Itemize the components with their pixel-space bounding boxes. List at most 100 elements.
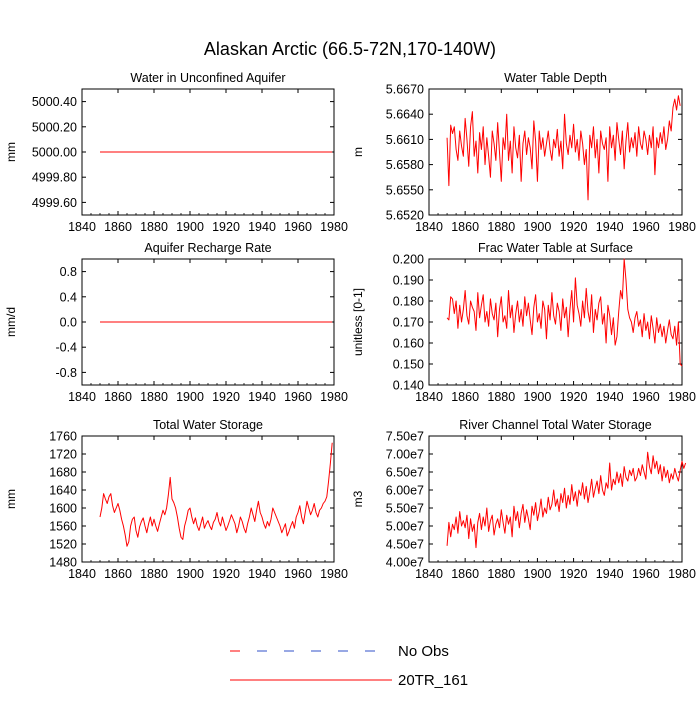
panel-title: Water Table Depth: [504, 71, 607, 85]
plot-frame: [81, 435, 335, 563]
x-tick-label: 1960: [284, 220, 312, 234]
panel-1: Water in Unconfined Aquifer mm 1840 1860 188…: [4, 71, 348, 234]
x-tick-label: 1860: [451, 220, 479, 234]
x-tick-label: 1900: [524, 390, 552, 404]
y-tick-label: 1640: [49, 484, 77, 498]
x-tick-label: 1840: [68, 567, 96, 581]
y-tick-label: 5000.20: [32, 120, 77, 134]
series-line: [446, 95, 681, 201]
x-tick-label: 1880: [487, 567, 515, 581]
panel-title: Aquifer Recharge Rate: [144, 241, 271, 255]
plot-frame: [428, 88, 683, 216]
x-tick-label: 1880: [140, 220, 168, 234]
x-tick-label: 1880: [487, 220, 515, 234]
y-tick-label: -0.4: [55, 341, 77, 355]
y-axis-label: m3: [351, 490, 365, 507]
y-tick-label: 5.00e7: [386, 520, 424, 534]
y-tick-label: 6.50e7: [386, 466, 424, 480]
panel-title: Water in Unconfined Aquifer: [130, 71, 285, 85]
x-tick-label: 1920: [212, 220, 240, 234]
panel-3: Aquifer Recharge Rate mm/d 1840 1860 1880 190…: [4, 241, 348, 404]
x-tick-label: 1900: [176, 567, 204, 581]
y-tick-label: 0.170: [393, 316, 424, 330]
y-tick-label: 0.190: [393, 274, 424, 288]
x-tick-label: 1940: [596, 567, 624, 581]
x-tick-label: 1900: [524, 567, 552, 581]
y-tick-label: 0.0: [60, 316, 77, 330]
x-tick-label: 1980: [668, 220, 696, 234]
y-axis-label: mm/d: [4, 307, 18, 337]
y-tick-label: 1480: [49, 556, 77, 570]
y-tick-label: 1520: [49, 538, 77, 552]
y-tick-label: 5.6610: [386, 133, 424, 147]
panel-title: Frac Water Table at Surface: [478, 241, 633, 255]
y-tick-label: 5.50e7: [386, 502, 424, 516]
y-tick-label: 0.180: [393, 295, 424, 309]
y-tick-label: -0.8: [55, 366, 77, 380]
y-tick-label: 0.150: [393, 358, 424, 372]
x-tick-label: 1860: [451, 567, 479, 581]
x-tick-label: 1860: [451, 390, 479, 404]
x-tick-label: 1920: [212, 390, 240, 404]
x-tick-label: 1940: [248, 390, 276, 404]
x-tick-label: 1900: [176, 220, 204, 234]
x-tick-label: 1840: [415, 567, 443, 581]
y-axis-label: mm: [4, 489, 18, 509]
x-tick-label: 1920: [560, 220, 588, 234]
x-tick-label: 1980: [320, 390, 348, 404]
y-tick-label: 1680: [49, 466, 77, 480]
x-tick-label: 1860: [104, 390, 132, 404]
x-tick-label: 1960: [632, 567, 660, 581]
y-tick-label: 5000.40: [32, 95, 77, 109]
x-tick-label: 1860: [104, 220, 132, 234]
y-axis-label: m: [351, 147, 365, 157]
y-tick-label: 4999.60: [32, 196, 77, 210]
plot-frame: [81, 88, 335, 216]
x-tick-label: 1900: [176, 390, 204, 404]
y-tick-label: 5.6670: [386, 83, 424, 97]
panel-title: Total Water Storage: [153, 418, 263, 432]
legend-label-20tr-161: 20TR_161: [398, 672, 468, 689]
panel-2: Water Table Depth m 1840 1860 1880 1900 1920 19…: [351, 71, 696, 234]
y-tick-label: 5000.00: [32, 146, 77, 160]
y-tick-label: 4999.80: [32, 171, 77, 185]
x-tick-label: 1940: [248, 567, 276, 581]
figure-title: Alaskan Arctic (66.5-72N,170-140W): [204, 39, 496, 59]
x-tick-label: 1880: [487, 390, 515, 404]
y-tick-label: 0.8: [60, 265, 77, 279]
x-tick-label: 1880: [140, 390, 168, 404]
y-tick-label: 1560: [49, 520, 77, 534]
y-tick-label: 0.140: [393, 379, 424, 393]
series-line: [446, 258, 683, 367]
x-tick-label: 1840: [68, 390, 96, 404]
panel-4: Frac Water Table at Surface unitless [0-1…: [351, 241, 696, 404]
x-tick-label: 1980: [320, 567, 348, 581]
x-tick-label: 1840: [68, 220, 96, 234]
plot-frame: [428, 258, 683, 386]
x-tick-label: 1960: [284, 390, 312, 404]
x-tick-label: 1980: [668, 567, 696, 581]
legend: No Obs 20TR_161: [230, 643, 468, 689]
y-tick-label: 7.50e7: [386, 430, 424, 444]
x-tick-label: 1920: [560, 390, 588, 404]
y-tick-label: 0.200: [393, 253, 424, 267]
y-axis-label: unitless [0-1]: [351, 288, 365, 356]
panel-title: River Channel Total Water Storage: [459, 418, 652, 432]
x-tick-label: 1880: [140, 567, 168, 581]
y-tick-label: 0.160: [393, 337, 424, 351]
x-tick-label: 1940: [596, 220, 624, 234]
y-tick-label: 5.6580: [386, 158, 424, 172]
x-tick-label: 1900: [524, 220, 552, 234]
x-tick-label: 1920: [212, 567, 240, 581]
y-tick-label: 4.00e7: [386, 556, 424, 570]
x-tick-label: 1960: [632, 390, 660, 404]
x-tick-label: 1940: [248, 220, 276, 234]
panels: Water in Unconfined Aquifer mm 1840 1860 188…: [4, 71, 696, 581]
x-tick-label: 1960: [284, 567, 312, 581]
y-tick-label: 5.6640: [386, 108, 424, 122]
plot-frame: [81, 258, 335, 386]
series-line: [446, 451, 687, 549]
y-tick-label: 1720: [49, 448, 77, 462]
